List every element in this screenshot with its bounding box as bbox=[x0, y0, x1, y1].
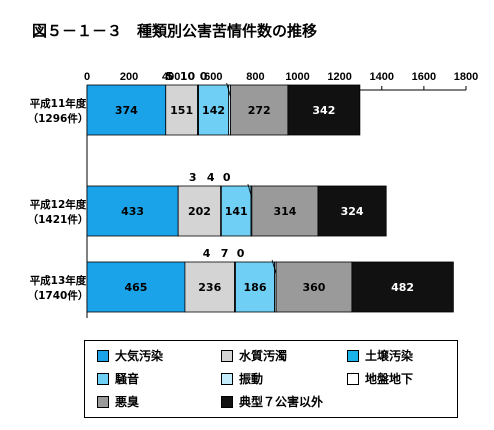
small-value-label: 7 bbox=[221, 247, 229, 260]
legend-swatch bbox=[221, 372, 233, 385]
legend-item: 振動 bbox=[221, 370, 263, 387]
bar-segment bbox=[220, 185, 252, 237]
x-tick-label: 1400 bbox=[370, 71, 394, 83]
leader-line bbox=[271, 259, 277, 275]
bar-segment bbox=[86, 261, 186, 313]
bar-segment bbox=[198, 84, 229, 136]
x-tick-label: 800 bbox=[246, 71, 264, 83]
small-value-label: 10 bbox=[180, 70, 196, 83]
legend-swatch bbox=[347, 372, 359, 385]
category-label-year: 平成13年度 bbox=[30, 274, 87, 287]
x-tick-label: 0 bbox=[84, 71, 90, 83]
data-label: 465 bbox=[124, 281, 147, 294]
small-value-label: 4 bbox=[207, 171, 215, 184]
legend-item: 大気汚染 bbox=[97, 347, 163, 364]
legend-swatch bbox=[97, 349, 109, 362]
bar-segment bbox=[287, 84, 361, 136]
bar-segment bbox=[86, 84, 167, 136]
data-label: 433 bbox=[121, 205, 144, 218]
small-value-label: 3 bbox=[189, 171, 197, 184]
x-tick-label: 400 bbox=[162, 71, 180, 83]
legend-item: 典型７公害以外 bbox=[221, 393, 323, 410]
small-value-label: 0 bbox=[200, 70, 208, 83]
data-label: 151 bbox=[170, 104, 193, 117]
data-label: 272 bbox=[248, 104, 271, 117]
data-label: 374 bbox=[115, 104, 138, 117]
data-label: 236 bbox=[198, 281, 221, 294]
x-tick-label: 1800 bbox=[454, 71, 478, 83]
data-label: 202 bbox=[188, 205, 211, 218]
x-tick-label: 1200 bbox=[327, 71, 351, 83]
bar-segment bbox=[351, 261, 454, 313]
legend-swatch bbox=[97, 372, 109, 385]
legend-label: 振動 bbox=[239, 372, 264, 386]
legend-label: 水質汚濁 bbox=[239, 349, 288, 363]
category-label-year: 平成12年度 bbox=[30, 198, 87, 211]
data-label: 482 bbox=[391, 281, 414, 294]
legend-item: 悪臭 bbox=[97, 393, 139, 410]
x-tick-label: 200 bbox=[120, 71, 138, 83]
bar-segment bbox=[235, 261, 276, 313]
x-tick-label: 1600 bbox=[412, 71, 436, 83]
legend-swatch bbox=[347, 349, 359, 362]
data-label: 142 bbox=[202, 104, 225, 117]
bar-segment bbox=[86, 185, 179, 237]
bar-segment bbox=[230, 84, 289, 136]
small-value-label: 0 bbox=[237, 247, 245, 260]
legend-label: 悪臭 bbox=[115, 395, 140, 409]
category-label-total: （1296件） bbox=[28, 112, 89, 125]
legend-label: 典型７公害以外 bbox=[239, 395, 324, 409]
chart-title: 図５－１－３ 種類別公害苦情件数の推移 bbox=[32, 22, 318, 40]
category-label-year: 平成11年度 bbox=[30, 97, 87, 110]
category-label-total: （1740件） bbox=[28, 289, 89, 302]
category-label-total: （1421件） bbox=[28, 213, 89, 226]
legend-label: 土壌汚染 bbox=[365, 349, 414, 363]
data-label: 360 bbox=[302, 281, 325, 294]
bar-segment bbox=[317, 185, 387, 237]
data-label: 314 bbox=[273, 205, 296, 218]
bar-segment bbox=[275, 261, 353, 313]
bar-chart: 0 200 400 600 800 1000 1200 1400 1600 1800平成11年度（… bbox=[28, 70, 478, 318]
legend-item: 騒音 bbox=[97, 370, 139, 387]
legend-swatch bbox=[221, 349, 233, 362]
leader-line bbox=[226, 82, 231, 98]
x-tick-label: 1000 bbox=[285, 71, 309, 83]
legend-label: 大気汚染 bbox=[115, 349, 164, 363]
data-label: 186 bbox=[244, 281, 267, 294]
small-value-label: 0 bbox=[223, 171, 231, 184]
bar-segment bbox=[177, 185, 222, 237]
legend: 大気汚染 水質汚濁 土壌汚染騒音 振動 地盤地下悪臭 典型７公害以外 bbox=[84, 340, 458, 418]
legend-label: 騒音 bbox=[115, 372, 140, 386]
small-value-label: 5 bbox=[166, 70, 174, 83]
legend-swatch bbox=[97, 395, 109, 408]
legend-item: 地盤地下 bbox=[347, 370, 413, 387]
legend-label: 地盤地下 bbox=[365, 372, 414, 386]
leader-line bbox=[247, 183, 253, 199]
data-label: 324 bbox=[341, 205, 364, 218]
bar-segment bbox=[251, 185, 319, 237]
small-value-label: 4 bbox=[203, 247, 211, 260]
legend-swatch bbox=[221, 395, 233, 408]
x-tick-label: 600 bbox=[204, 71, 222, 83]
data-label: 141 bbox=[225, 205, 248, 218]
legend-item: 水質汚濁 bbox=[221, 347, 287, 364]
legend-item: 土壌汚染 bbox=[347, 347, 413, 364]
data-label: 342 bbox=[312, 104, 335, 117]
